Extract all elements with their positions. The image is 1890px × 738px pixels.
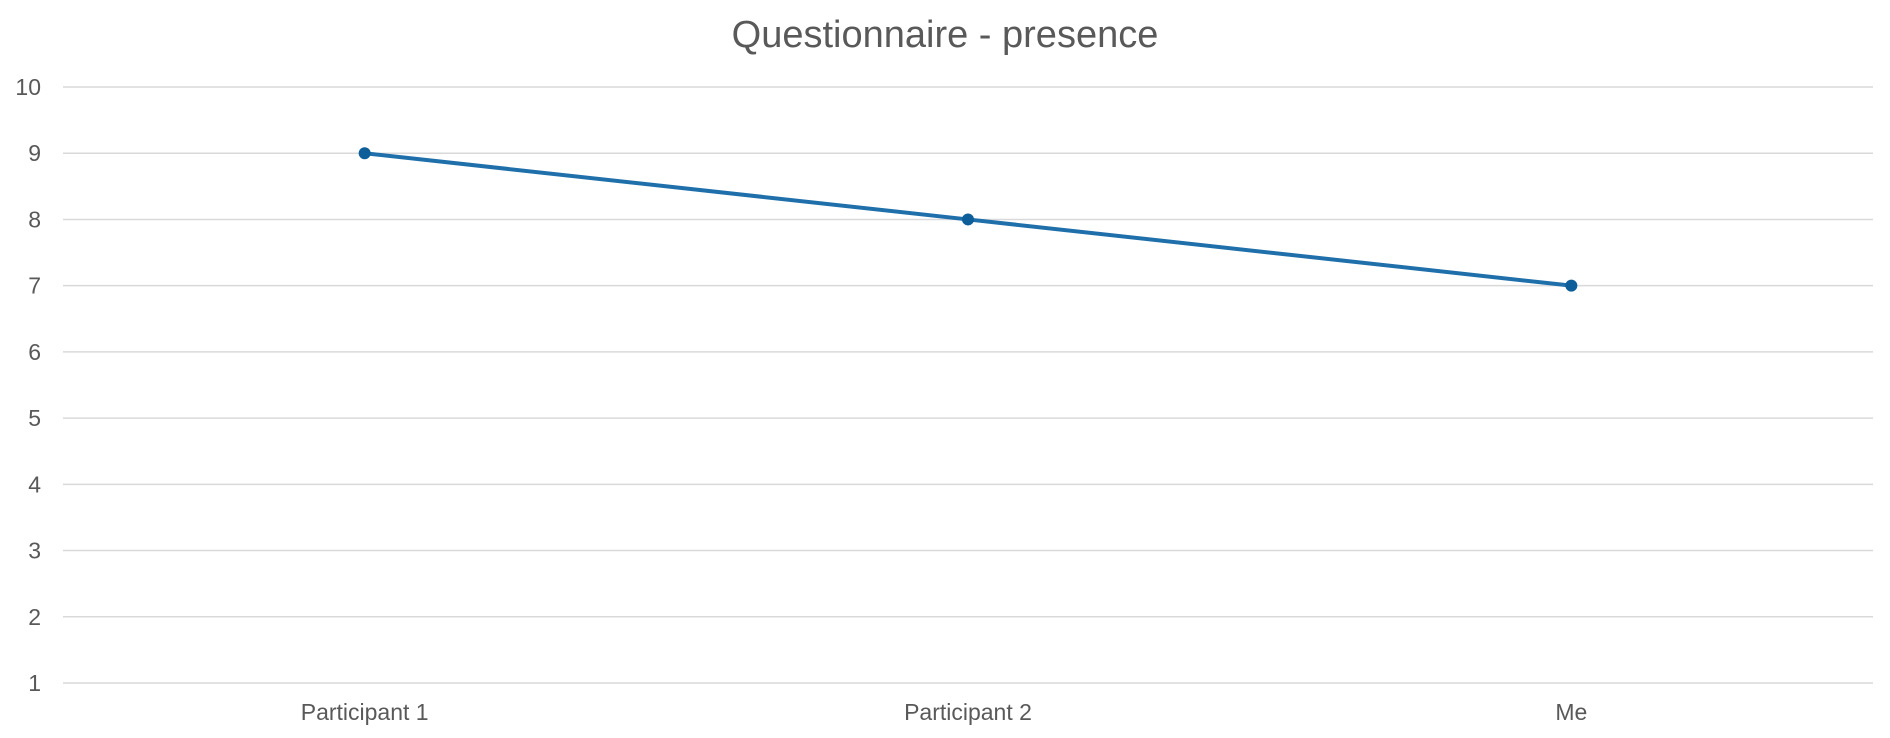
data-point bbox=[962, 213, 974, 226]
series-layer bbox=[358, 147, 1578, 292]
x-axis-ticks: Participant 1 Participant 2 Me bbox=[301, 699, 1588, 725]
x-tick-label: Participant 1 bbox=[301, 699, 429, 725]
x-tick-label: Me bbox=[1555, 699, 1587, 725]
x-tick-label: Participant 2 bbox=[904, 699, 1032, 725]
grid-lines bbox=[63, 86, 1873, 684]
chart-title: Questionnaire - presence bbox=[731, 14, 1159, 56]
y-tick-label: 8 bbox=[28, 206, 41, 232]
y-axis-ticks: 1 2 3 4 5 6 7 8 9 10 bbox=[15, 74, 41, 696]
data-point bbox=[1565, 279, 1578, 292]
y-tick-label: 3 bbox=[28, 538, 41, 564]
y-tick-label: 6 bbox=[28, 339, 41, 365]
y-tick-label: 5 bbox=[28, 405, 41, 431]
y-tick-label: 9 bbox=[28, 140, 41, 166]
y-tick-label: 10 bbox=[15, 74, 41, 100]
y-tick-label: 7 bbox=[28, 273, 41, 299]
data-point bbox=[358, 147, 371, 160]
y-tick-label: 2 bbox=[28, 604, 41, 630]
y-tick-label: 4 bbox=[28, 471, 41, 497]
y-tick-label: 1 bbox=[28, 670, 41, 696]
